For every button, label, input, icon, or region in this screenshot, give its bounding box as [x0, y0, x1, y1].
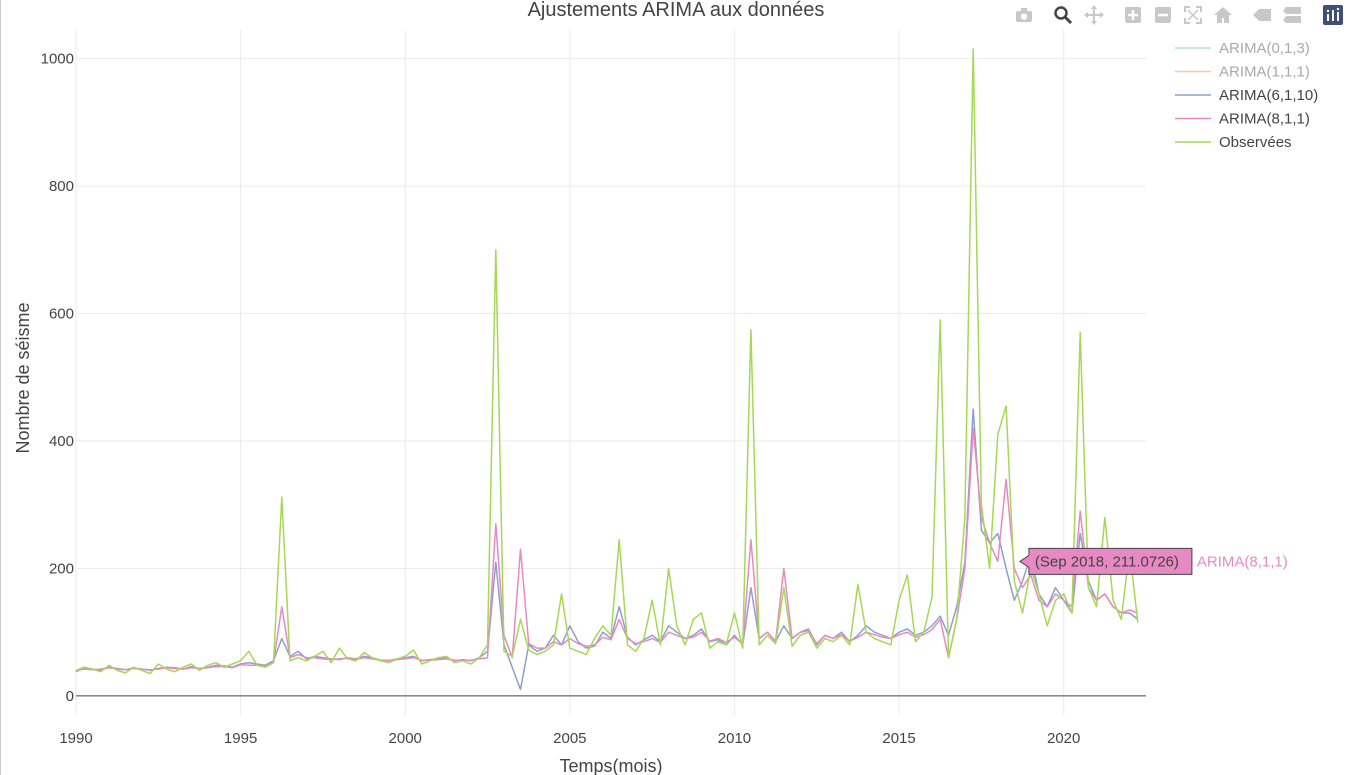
series-line-arima6110	[75, 408, 1139, 691]
home-icon	[1214, 7, 1232, 23]
hover-closest-button[interactable]	[1251, 4, 1273, 26]
autoscale-icon	[1184, 6, 1202, 24]
y-tick-label: 400	[49, 433, 74, 450]
y-tick-label: 600	[49, 306, 74, 323]
legend-label: ARIMA(1,1,1)	[1219, 64, 1310, 81]
x-tick-label: 1990	[59, 730, 92, 747]
y-tick-labels: 0 200 400 600 800 1000	[41, 51, 74, 705]
x-tick-labels: 1990 1995 2000 2005 2010 2015 2020	[59, 730, 1080, 747]
plotly-logo-icon	[1323, 5, 1343, 25]
frame-border	[0, 0, 1, 775]
tooltip-text: (Sep 2018, 211.0726)	[1035, 553, 1179, 570]
y-axis-title: Nombre de séisme	[13, 302, 33, 453]
y-tick-label: 200	[49, 560, 74, 577]
series-line-observed	[75, 48, 1139, 675]
camera-icon	[1016, 8, 1032, 22]
legend-item-arima6110[interactable]: ARIMA(6,1,10)	[1175, 87, 1318, 104]
x-axis-title: Temps(mois)	[559, 756, 662, 775]
home-button[interactable]	[1212, 4, 1234, 26]
x-tick-label: 2000	[389, 730, 422, 747]
hover-compare-button[interactable]	[1281, 4, 1303, 26]
x-tick-label: 2005	[553, 730, 586, 747]
autoscale-button[interactable]	[1182, 4, 1204, 26]
hover-tooltip: (Sep 2018, 211.0726) ARIMA(8,1,1)	[1018, 547, 1288, 575]
pan-button[interactable]	[1083, 4, 1105, 26]
legend-item-arima111[interactable]: ARIMA(1,1,1)	[1175, 64, 1310, 81]
pan-icon	[1084, 5, 1104, 25]
legend-label: ARIMA(6,1,10)	[1219, 87, 1318, 104]
y-tick-label: 800	[49, 178, 74, 195]
x-tick-label: 2015	[882, 730, 915, 747]
tooltip-box	[1018, 547, 1193, 575]
plotly-logo-button[interactable]	[1322, 4, 1344, 26]
zoom-out-icon	[1155, 7, 1171, 23]
legend[interactable]: ARIMA(0,1,3) ARIMA(1,1,1) ARIMA(6,1,10) ARI…	[1175, 40, 1318, 151]
hover-compare-icon	[1283, 7, 1301, 23]
legend-label: ARIMA(0,1,3)	[1219, 40, 1310, 57]
legend-item-arima811[interactable]: ARIMA(8,1,1)	[1175, 111, 1310, 128]
chart-title: Ajustements ARIMA aux données	[528, 0, 825, 21]
legend-item-observed[interactable]: Observées	[1175, 134, 1292, 151]
zoom-in-button[interactable]	[1122, 4, 1144, 26]
series-line-arima811	[75, 427, 1139, 672]
legend-label: ARIMA(8,1,1)	[1219, 111, 1310, 128]
zoom-button[interactable]	[1052, 4, 1074, 26]
series-lines	[75, 48, 1139, 691]
x-tick-label: 2020	[1047, 730, 1080, 747]
zoom-in-icon	[1125, 7, 1141, 23]
tooltip-series-label: ARIMA(8,1,1)	[1197, 553, 1288, 570]
y-tick-label: 1000	[41, 51, 74, 68]
grid-lines	[75, 30, 1146, 715]
y-tick-label: 0	[66, 688, 74, 705]
hover-closest-icon	[1253, 9, 1271, 21]
legend-label: Observées	[1219, 134, 1292, 151]
camera-button[interactable]	[1013, 4, 1035, 26]
zoom-out-button[interactable]	[1152, 4, 1174, 26]
zoom-icon	[1054, 6, 1073, 25]
legend-item-arima013[interactable]: ARIMA(0,1,3)	[1175, 40, 1310, 57]
x-tick-label: 2010	[718, 730, 751, 747]
x-tick-label: 1995	[224, 730, 257, 747]
